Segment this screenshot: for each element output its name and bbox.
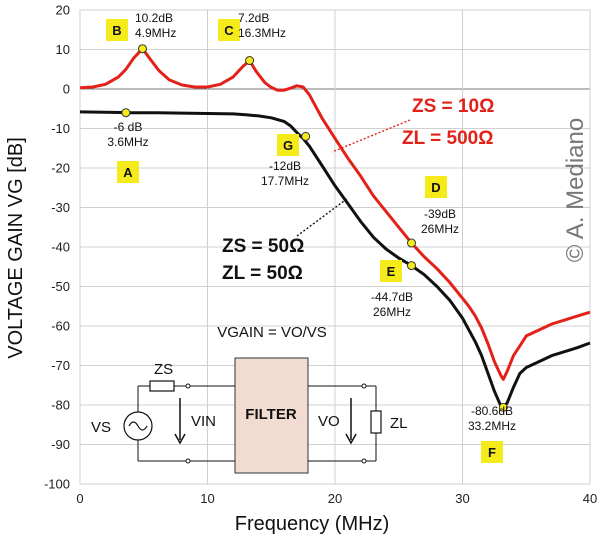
marker-value-label: 33.2MHz bbox=[468, 419, 516, 433]
marker-badge bbox=[106, 19, 128, 41]
filter-label: FILTER bbox=[245, 406, 297, 423]
x-axis-label: Frequency (MHz) bbox=[235, 513, 389, 535]
marker-badge bbox=[481, 441, 503, 463]
marker-badge bbox=[218, 19, 240, 41]
y-tick-label: 20 bbox=[56, 3, 70, 18]
series-line-black bbox=[79, 110, 591, 409]
y-tick-label: -60 bbox=[51, 319, 70, 334]
marker-letter: C bbox=[224, 23, 234, 38]
red-zs-label: ZS = 10Ω bbox=[412, 96, 494, 117]
black-zl-label: ZL = 50Ω bbox=[222, 263, 303, 284]
marker-value-label: 10.2dB bbox=[135, 11, 173, 25]
marker-badge bbox=[380, 260, 402, 282]
marker-letter: A bbox=[123, 165, 133, 180]
y-tick-label: -30 bbox=[51, 200, 70, 215]
copyright-text: © A. Mediano bbox=[562, 118, 589, 262]
x-tick-label: 30 bbox=[455, 491, 469, 506]
marker-value-label: 4.9MHz bbox=[135, 26, 176, 40]
x-tick-label: 40 bbox=[583, 491, 597, 506]
marker-letter: F bbox=[488, 445, 496, 460]
x-tick-label: 10 bbox=[200, 491, 214, 506]
y-tick-label: -90 bbox=[51, 437, 70, 452]
marker-value-label: -44.7dB bbox=[371, 290, 413, 304]
marker-value-label: 16.3MHz bbox=[238, 26, 286, 40]
marker-point bbox=[137, 44, 147, 54]
marker-value-label: 26MHz bbox=[421, 222, 459, 236]
y-tick-label: -20 bbox=[51, 161, 70, 176]
x-tick-label: 0 bbox=[76, 491, 83, 506]
black-callout-line bbox=[296, 197, 349, 237]
marker-point bbox=[301, 131, 311, 141]
zl-resistor bbox=[370, 410, 382, 434]
vs-label: VS bbox=[91, 419, 111, 436]
marker-point bbox=[407, 261, 416, 271]
marker-point bbox=[121, 108, 131, 118]
marker-point bbox=[498, 402, 508, 412]
y-tick-label: -40 bbox=[51, 240, 70, 255]
marker-badge bbox=[425, 176, 447, 198]
red-zl-label: ZL = 500Ω bbox=[402, 128, 493, 149]
marker-value-label: 17.7MHz bbox=[261, 174, 309, 188]
marker-letter: E bbox=[387, 264, 396, 279]
axis-ticks: 20 10 0 -10 -20 -30 -40 -50 -60 -70 -80 -90 -100 0 10 2… bbox=[44, 3, 597, 507]
vo-label: VO bbox=[318, 413, 340, 430]
y-tick-label: -70 bbox=[51, 358, 70, 373]
y-axis-label: VOLTAGE GAIN VG [dB] bbox=[5, 137, 27, 359]
marker-badge bbox=[117, 161, 139, 183]
zs-resistor bbox=[149, 380, 175, 392]
marker-letter: G bbox=[283, 138, 293, 153]
marker-value-label: -12dB bbox=[269, 159, 301, 173]
y-tick-label: -50 bbox=[51, 279, 70, 294]
black-zs-label: ZS = 50Ω bbox=[222, 236, 304, 257]
y-tick-label: -80 bbox=[51, 398, 70, 413]
grid-lines bbox=[79, 9, 591, 485]
y-tick-label: -100 bbox=[44, 477, 70, 492]
vin-label: VIN bbox=[191, 413, 216, 430]
zs-label: ZS bbox=[154, 361, 173, 378]
y-tick-label: -10 bbox=[51, 121, 70, 136]
marker-value-label: 26MHz bbox=[373, 305, 411, 319]
marker-letter: B bbox=[112, 23, 121, 38]
marker-badge bbox=[277, 134, 299, 156]
y-tick-label: 10 bbox=[56, 42, 70, 57]
marker-value-label: -80.6dB bbox=[471, 404, 513, 418]
series-group bbox=[79, 47, 591, 409]
y-tick-label: 0 bbox=[63, 82, 70, 97]
circuit-diagram: VGAIN = VO/VS VS ZS bbox=[91, 324, 408, 474]
x-tick-label: 20 bbox=[328, 491, 342, 506]
marker-value-label: -6 dB bbox=[114, 120, 143, 134]
series-line-red bbox=[79, 47, 591, 381]
zl-label: ZL bbox=[390, 415, 408, 432]
marker-point bbox=[407, 238, 416, 248]
filter-block bbox=[234, 357, 309, 474]
marker-point bbox=[245, 56, 255, 66]
marker-letter: D bbox=[431, 180, 440, 195]
marker-value-label: 3.6MHz bbox=[107, 135, 148, 149]
marker-value-label: -39dB bbox=[424, 207, 456, 221]
marker-value-label: 7.2dB bbox=[238, 11, 269, 25]
vgain-label: VGAIN = VO/VS bbox=[217, 324, 327, 341]
